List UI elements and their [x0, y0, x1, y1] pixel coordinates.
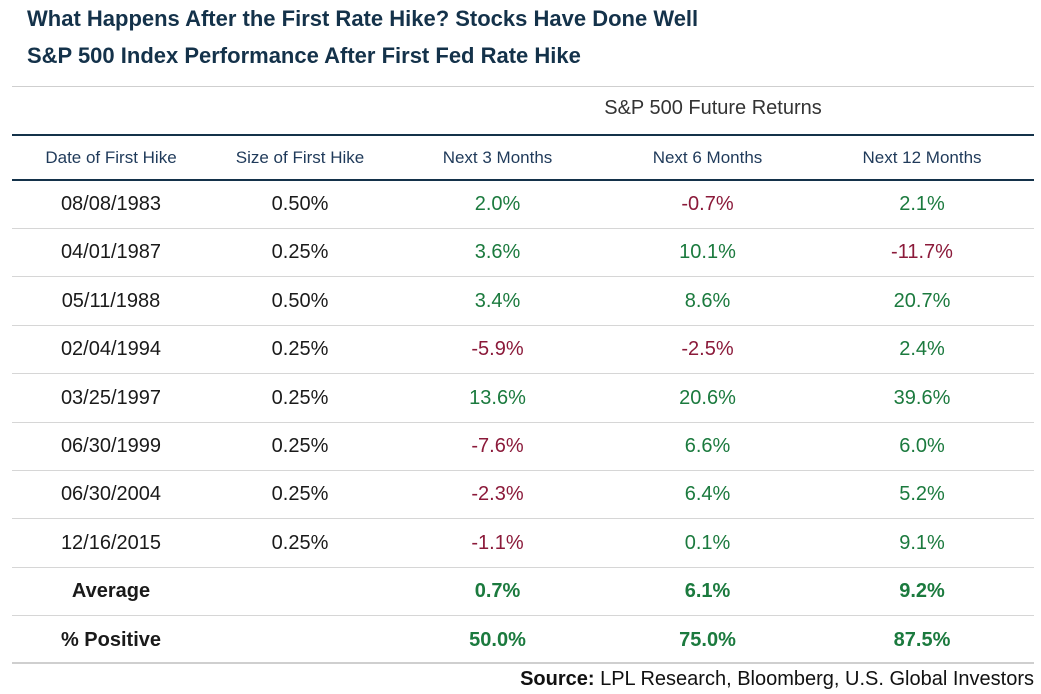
column-header-size: Size of First Hike — [235, 148, 365, 167]
return-12m-cell: 87.5% — [893, 629, 951, 652]
return-12m-cell: 9.1% — [899, 531, 945, 554]
return-6m-cell: 0.1% — [684, 531, 731, 554]
table-row: 06/30/1999 0.25% -7.6% 6.6% 6.0% — [12, 423, 1034, 471]
table-row: 08/08/1983 0.50% 2.0% -0.7% 2.1% — [12, 181, 1034, 229]
column-header-3m: Next 3 Months — [442, 148, 553, 167]
date-cell: Average — [71, 580, 151, 603]
top-rule — [12, 86, 1034, 87]
size-cell: 0.25% — [271, 435, 329, 457]
return-12m-cell: 39.6% — [893, 386, 951, 409]
return-12m-cell: 5.2% — [899, 483, 945, 506]
date-cell: 03/25/1997 — [60, 386, 162, 409]
table-row: 03/25/1997 0.25% 13.6% 20.6% 39.6% — [12, 375, 1034, 423]
date-cell: 08/08/1983 — [60, 193, 162, 215]
return-12m-cell: 2.1% — [899, 193, 945, 215]
source-note: Source: LPL Research, Bloomberg, U.S. Gl… — [520, 668, 1034, 691]
size-cell: 0.25% — [271, 483, 329, 506]
date-cell: 05/11/1988 — [61, 289, 161, 312]
return-3m-cell: 50.0% — [469, 629, 526, 652]
return-6m-cell: 8.6% — [684, 289, 731, 312]
table-row: 05/11/1988 0.50% 3.4% 8.6% 20.7% — [12, 278, 1034, 326]
date-cell: 02/04/1994 — [60, 338, 162, 361]
return-3m-cell: 13.6% — [469, 386, 526, 409]
percent-positive-row: % Positive 50.0% 75.0% 87.5% — [12, 617, 1034, 665]
date-cell: 06/30/1999 — [60, 435, 162, 457]
return-3m-cell: 2.0% — [474, 193, 521, 215]
size-cell: 0.25% — [271, 531, 329, 554]
return-3m-cell: 3.6% — [474, 241, 521, 264]
size-cell — [210, 617, 390, 665]
return-3m-cell: 3.4% — [474, 289, 521, 312]
group-header: S&P 500 Future Returns — [604, 97, 822, 119]
size-cell: 0.25% — [271, 386, 329, 409]
return-6m-cell: 6.1% — [684, 580, 731, 603]
return-6m-cell: 75.0% — [679, 629, 736, 652]
return-12m-cell: -11.7% — [891, 241, 953, 264]
table-row: 06/30/2004 0.25% -2.3% 6.4% 5.2% — [12, 471, 1034, 520]
table-row: 02/04/1994 0.25% -5.9% -2.5% 2.4% — [12, 326, 1034, 375]
date-cell: 06/30/2004 — [60, 483, 162, 506]
average-row: Average 0.7% 6.1% 9.2% — [12, 568, 1034, 617]
return-3m-cell: -1.1% — [471, 531, 524, 554]
return-3m-cell: -2.3% — [471, 483, 524, 506]
return-6m-cell: 6.6% — [684, 435, 731, 457]
return-6m-cell: 6.4% — [684, 483, 731, 506]
size-cell — [210, 568, 390, 615]
return-12m-cell: 20.7% — [893, 289, 951, 312]
chart-subtitle: S&P 500 Index Performance After First Fe… — [27, 43, 581, 68]
return-6m-cell: -0.7% — [681, 193, 734, 215]
table-row: 12/16/2015 0.25% -1.1% 0.1% 9.1% — [12, 520, 1034, 568]
column-header-12m: Next 12 Months — [862, 148, 982, 167]
source-text: LPL Research, Bloomberg, U.S. Global Inv… — [594, 668, 1034, 690]
source-label: Source: — [520, 668, 595, 690]
chart-title: What Happens After the First Rate Hike? … — [27, 6, 699, 31]
return-3m-cell: -5.9% — [471, 338, 524, 361]
return-12m-cell: 9.2% — [899, 580, 945, 603]
date-cell: 12/16/2015 — [60, 531, 162, 554]
header-bottom-rule — [12, 179, 1034, 181]
header-row: Date of First Hike Size of First Hike Ne… — [12, 136, 1034, 180]
return-6m-cell: 20.6% — [679, 386, 736, 409]
header-top-rule — [12, 134, 1034, 136]
date-cell: 04/01/1987 — [60, 241, 162, 264]
return-3m-cell: -7.6% — [471, 435, 524, 457]
table-row: 04/01/1987 0.25% 3.6% 10.1% -11.7% — [12, 229, 1034, 278]
bottom-rule — [12, 662, 1034, 664]
size-cell: 0.50% — [271, 193, 329, 215]
return-12m-cell: 6.0% — [899, 435, 945, 457]
return-6m-cell: -2.5% — [681, 338, 734, 361]
size-cell: 0.50% — [271, 289, 329, 312]
size-cell: 0.25% — [271, 338, 329, 361]
column-header-6m: Next 6 Months — [652, 148, 763, 167]
return-6m-cell: 10.1% — [679, 241, 736, 264]
column-header-date: Date of First Hike — [45, 148, 177, 167]
return-12m-cell: 2.4% — [899, 338, 945, 361]
size-cell: 0.25% — [271, 241, 329, 264]
return-3m-cell: 0.7% — [474, 580, 521, 603]
date-cell: % Positive — [60, 629, 162, 652]
